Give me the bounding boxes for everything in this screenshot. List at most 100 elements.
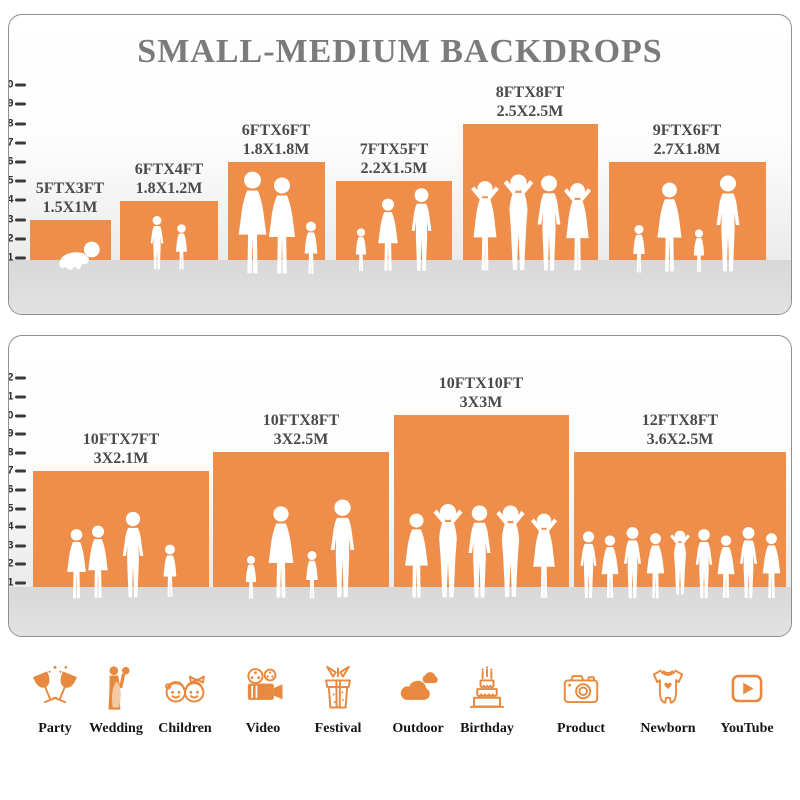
tick-dash (15, 122, 26, 126)
tick-label: 1 (9, 577, 14, 589)
tick-label: 8 (9, 447, 14, 459)
silhouette-girl (242, 555, 260, 600)
backdrop-10ftx7ft (33, 471, 209, 587)
category-label: Video (245, 721, 281, 736)
ruler-tick: 1 (9, 577, 26, 589)
category-party: Party (7, 662, 103, 737)
backdrop-7ftx5ft (336, 181, 452, 260)
ruler-tick: 6 (9, 484, 26, 496)
tick-dash (15, 414, 26, 418)
tick-dash (15, 544, 26, 548)
silhouette-woman (262, 505, 300, 600)
category-label: Party (38, 721, 72, 736)
festival-icon (325, 665, 351, 709)
tick-dash (15, 102, 26, 106)
ruler-tick: 12 (9, 372, 26, 384)
ruler-tick: 10 (9, 79, 26, 91)
panel-small-sizes: SMALL-MEDIUM BACKDROPS 10 9 8 7 6 5 4 3 … (8, 14, 792, 315)
backdrop-6ftx4ft (120, 201, 218, 260)
tick-dash (15, 488, 26, 492)
category-label: Outdoor (392, 721, 444, 736)
category-label: Newborn (640, 721, 696, 736)
ruler-tick: 2 (9, 558, 26, 570)
tick-label: 5 (9, 175, 14, 187)
category-birthday: Birthday (439, 662, 535, 737)
tick-dash (15, 581, 26, 585)
category-children: Children (137, 662, 233, 737)
category-label: Children (158, 721, 212, 736)
backdrop-10ftx8ft (213, 452, 389, 587)
tick-label: 8 (9, 118, 14, 130)
tick-dash (15, 562, 26, 566)
tick-label: 10 (9, 79, 14, 91)
tick-label: 3 (9, 214, 14, 226)
ruler-tick: 5 (9, 175, 26, 187)
tick-label: 4 (9, 194, 14, 206)
silhouette-man (117, 510, 149, 600)
silhouette-girl (159, 542, 181, 600)
newborn-icon (652, 669, 684, 704)
tick-dash (15, 218, 26, 222)
backdrop-8ftx8ft (463, 124, 598, 260)
ruler-tick: 9 (9, 428, 26, 440)
ruler-tick: 1 (9, 252, 26, 264)
silhouette-baby (55, 239, 103, 272)
silhouette-girl (690, 228, 708, 274)
size-label: 6FTX6FT 1.8X1.8M (241, 122, 311, 158)
ruler-tick: 10 (9, 410, 26, 422)
category-label: Birthday (460, 721, 514, 736)
silhouette-man (324, 498, 361, 600)
outdoor-icon (400, 672, 438, 700)
tick-label: 9 (9, 428, 14, 440)
size-label: 8FTX8FT 2.5X2.5M (495, 84, 565, 120)
tick-dash (15, 451, 26, 455)
backdrop-9ftx6ft (609, 162, 766, 260)
youtube-icon (731, 674, 763, 703)
category-label: Wedding (89, 721, 143, 736)
tick-dash (15, 376, 26, 380)
tick-label: 3 (9, 540, 14, 552)
size-label: 10FTX7FT 3X2.1M (82, 431, 160, 467)
wedding-icon (108, 666, 130, 710)
category-product: Product (533, 662, 629, 737)
category-label: YouTube (720, 721, 774, 736)
tick-dash (15, 469, 26, 473)
backdrop-6ftx6ft (228, 162, 325, 260)
tick-dash (15, 160, 26, 164)
size-label: 10FTX8FT 3X2.5M (262, 412, 340, 448)
ruler-tick: 5 (9, 503, 26, 515)
backdrop-5ftx3ft (30, 220, 111, 260)
page-title: SMALL-MEDIUM BACKDROPS (137, 33, 663, 70)
size-label: 5FTX3FT 1.5X1M (35, 180, 105, 216)
floor (9, 260, 791, 314)
tick-dash (15, 525, 26, 529)
tick-label: 5 (9, 503, 14, 515)
tick-dash (15, 395, 26, 399)
size-label: 6FTX4FT 1.8X1.2M (134, 161, 204, 197)
product-icon (563, 675, 599, 704)
tick-dash (15, 432, 26, 436)
tick-label: 6 (9, 484, 14, 496)
size-label: 9FTX6FT 2.7X1.8M (652, 122, 722, 158)
category-festival: Festival (290, 662, 386, 737)
ruler-tick: 7 (9, 137, 26, 149)
silhouette-girl (302, 550, 322, 600)
tick-label: 9 (9, 98, 14, 110)
category-label: Festival (314, 721, 362, 736)
tick-label: 2 (9, 233, 14, 245)
category-video: Video (215, 662, 311, 737)
silhouette-man (710, 174, 746, 274)
ruler-tick: 3 (9, 214, 26, 226)
video-icon (247, 668, 283, 700)
silhouette-woman (262, 176, 302, 276)
silhouette-woman (651, 181, 688, 274)
ruler-tick: 7 (9, 465, 26, 477)
birthday-icon (469, 666, 505, 708)
silhouette-woman (373, 197, 403, 273)
ruler-tick: 8 (9, 118, 26, 130)
tick-label: 2 (9, 558, 14, 570)
tick-dash (15, 237, 26, 241)
category-outdoor: Outdoor (370, 662, 466, 737)
ruler-tick: 3 (9, 540, 26, 552)
